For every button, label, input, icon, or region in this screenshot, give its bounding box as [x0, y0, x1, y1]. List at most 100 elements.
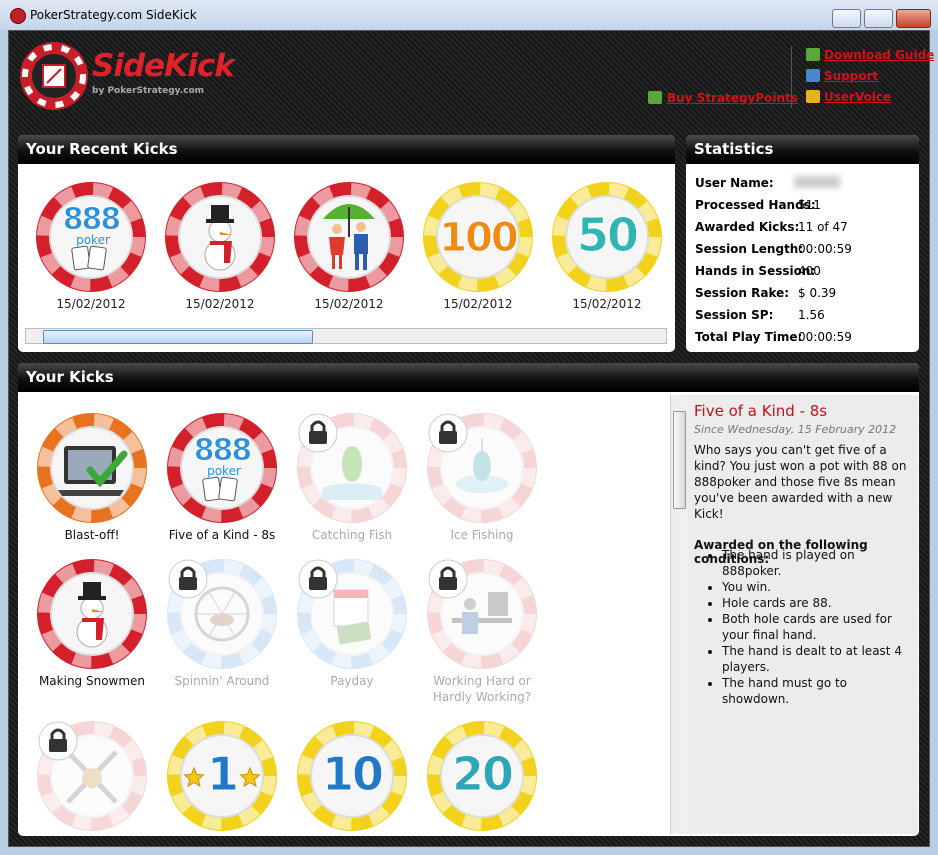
kick-name: Five of a Kind - 8s: [168, 528, 276, 542]
maximize-button[interactable]: [864, 9, 893, 28]
scroll-thumb[interactable]: [43, 330, 313, 344]
lock-body: [309, 577, 327, 590]
art: [206, 219, 234, 223]
chip-stripes: [38, 722, 146, 830]
art: [87, 245, 107, 271]
kick-chip: 10: [297, 721, 407, 831]
chip-face: [440, 426, 524, 510]
art: [329, 237, 345, 255]
badge-subtext: poker: [207, 464, 241, 478]
art: [83, 582, 101, 598]
chip-body: 1: [167, 721, 277, 831]
art: [208, 591, 223, 615]
badge-text: 888: [194, 433, 252, 468]
art: [452, 618, 512, 623]
chip-face: [440, 734, 524, 818]
kick-date: 15/02/2012: [185, 297, 255, 311]
chip-body: 10: [297, 721, 407, 831]
h-scrollbar[interactable]: [25, 328, 667, 344]
chip-stripes: [428, 414, 536, 522]
art: [239, 766, 261, 788]
condition: The hand is dealt to at least 4 players.: [722, 643, 909, 675]
chip-body: [37, 559, 147, 669]
kick-chip: [37, 559, 147, 669]
close-button[interactable]: [896, 9, 931, 28]
detail-panel: Five of a Kind - 8s Since Wednesday, 15 …: [687, 395, 918, 834]
link[interactable]: Download Guide: [824, 48, 935, 62]
link-icon: [648, 91, 662, 104]
kick-chip: [427, 559, 537, 669]
title-bar: PokerStrategy.com SideKick: [0, 0, 938, 30]
link[interactable]: Buy StrategyPoints: [667, 91, 798, 105]
stat-label: Total Play Time:: [695, 330, 803, 344]
chip-stripes: [38, 560, 146, 668]
separator: [791, 46, 792, 108]
panel-header: Your Recent Kicks: [18, 135, 675, 164]
lock-body: [179, 577, 197, 590]
chip-art: [71, 245, 107, 271]
chip-face: [436, 195, 520, 279]
chip-face: [50, 734, 134, 818]
lock-body: [439, 577, 457, 590]
link[interactable]: Support: [824, 69, 879, 83]
chip-body: [297, 559, 407, 669]
kick-name: Working Hard or Hardly Working?: [432, 674, 532, 704]
art: [363, 254, 367, 270]
link-icon: [806, 90, 820, 103]
lock-body: [439, 431, 457, 444]
chip-face: [180, 426, 264, 510]
conditions-title: Awarded on the following conditions:: [694, 538, 868, 566]
stat-label: Session Length:: [695, 242, 804, 256]
art: [82, 768, 102, 788]
art: [342, 446, 362, 482]
kick-name: Ice Fishing: [450, 528, 514, 542]
kick-name: Catching Fish: [311, 528, 393, 542]
chip-art: [194, 586, 250, 642]
chip-body: 50: [552, 182, 662, 292]
conditions-list: The hand is played on 888poker.You win.H…: [694, 547, 909, 707]
v-scrollbar[interactable]: [670, 395, 687, 834]
kick-chip: [297, 559, 407, 669]
art: [82, 618, 104, 640]
art: [488, 592, 508, 616]
art: [332, 255, 335, 269]
art: [339, 255, 342, 269]
chip-art: [183, 766, 261, 788]
link[interactable]: UserVoice: [824, 90, 892, 104]
kick-chip: [294, 182, 404, 292]
chip-stripes: [298, 414, 406, 522]
art: [218, 476, 238, 502]
art: [333, 589, 369, 627]
chip-art: [58, 446, 128, 496]
stat-value: 00:00:59: [798, 242, 852, 256]
art: [462, 612, 478, 634]
kick-chip: 888poker: [36, 182, 146, 292]
art: [210, 614, 234, 626]
kick-date: 15/02/2012: [314, 297, 384, 311]
chip-art: [76, 582, 108, 648]
kick-chip: 100: [423, 182, 533, 292]
minimize-button[interactable]: [832, 9, 861, 28]
chip-body: [427, 559, 537, 669]
badge-text: 100: [439, 215, 517, 261]
kick-date: 15/02/2012: [572, 297, 642, 311]
lock-shackle: [50, 728, 66, 740]
condition: Both hole cards are used for your final …: [722, 611, 909, 643]
logo-text: SideKick: [92, 48, 235, 84]
art: [356, 222, 366, 232]
art: [58, 490, 124, 496]
chip-body: 888poker: [36, 182, 146, 292]
lock-body: [49, 739, 67, 752]
art: [211, 205, 229, 221]
condition: The hand is played on 888poker.: [722, 547, 909, 579]
statistics-panel: Statistics User Name: Processed Hands: 511…: [686, 135, 919, 352]
chip-body: [37, 413, 147, 523]
app-icon: [10, 8, 26, 24]
stat-label: Awarded Kicks:: [695, 220, 800, 234]
chip-body: [165, 182, 275, 292]
art: [220, 232, 232, 235]
lock-shackle: [310, 566, 326, 578]
scroll-thumb[interactable]: [673, 411, 686, 509]
